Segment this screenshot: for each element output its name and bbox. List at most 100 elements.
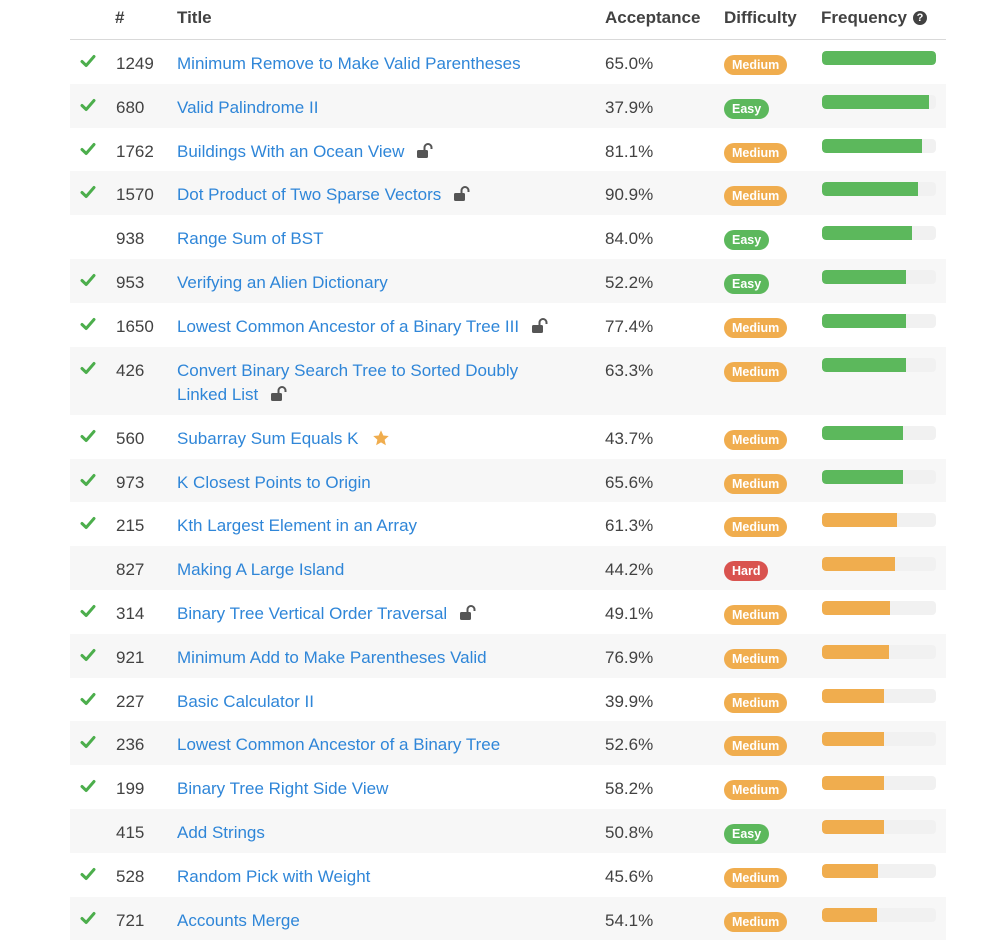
frequency-bar <box>822 557 936 572</box>
problem-title-link[interactable]: Buildings With an Ocean View <box>177 141 405 161</box>
frequency-bar <box>822 94 936 109</box>
difficulty-badge: Medium <box>724 186 788 207</box>
problem-title-link[interactable]: Lowest Common Ancestor of a Binary Tree <box>177 735 501 755</box>
problem-title-cell: Random Pick with Weight <box>177 865 557 889</box>
problem-title-link[interactable]: Basic Calculator II <box>177 691 314 711</box>
frequency-bar-fill <box>822 513 898 528</box>
frequency-bar-fill <box>822 557 895 572</box>
acceptance-rate: 52.2% <box>605 272 654 292</box>
frequency-bar-fill <box>822 313 907 328</box>
frequency-bar <box>822 469 936 484</box>
frequency-bar-fill <box>822 226 913 241</box>
problem-title-link[interactable]: Making A Large Island <box>177 560 345 580</box>
difficulty-badge: Medium <box>724 55 788 75</box>
header-title[interactable]: Title <box>177 8 212 27</box>
table-row[interactable]: 721 Accounts Merge 54.1% Medium <box>70 896 946 940</box>
table-row[interactable]: 415 Add Strings 50.8% Easy <box>70 809 946 853</box>
table-row[interactable]: 921 Minimum Add to Make Parentheses Valid… <box>70 633 946 678</box>
problem-title-link[interactable]: Range Sum of BST <box>177 229 324 249</box>
acceptance-rate: 61.3% <box>605 516 654 536</box>
table-row[interactable]: 973 K Closest Points to Origin 65.6% Medium <box>70 458 946 503</box>
problem-number: 1762 <box>116 141 154 161</box>
problem-title-link[interactable]: Binary Tree Vertical Order Traversal <box>177 604 448 624</box>
table-row[interactable]: 680 Valid Palindrome II 37.9% Easy <box>70 83 946 128</box>
frequency-bar <box>822 601 936 616</box>
acceptance-rate: 81.1% <box>605 141 654 161</box>
solved-check-icon <box>79 359 97 377</box>
problem-title-link[interactable]: Valid Palindrome II <box>177 97 319 117</box>
frequency-bar <box>822 313 936 328</box>
table-row[interactable]: 827 Making A Large Island 44.2% Hard <box>70 546 946 591</box>
problem-number: 1570 <box>116 185 154 205</box>
problem-title-link[interactable]: Accounts Merge <box>177 910 300 930</box>
problem-title-link[interactable]: K Closest Points to Origin <box>177 472 371 492</box>
acceptance-rate: 54.1% <box>605 910 654 930</box>
header-frequency[interactable]: Frequency? <box>821 8 927 28</box>
acceptance-rate: 37.9% <box>605 97 654 117</box>
difficulty-badge: Medium <box>724 911 788 932</box>
problem-number: 215 <box>116 516 145 536</box>
problem-number: 973 <box>116 472 145 492</box>
difficulty-badge: Medium <box>724 692 788 713</box>
difficulty-badge: Easy <box>724 98 770 119</box>
frequency-bar <box>822 644 936 659</box>
solved-check-icon <box>79 471 97 489</box>
acceptance-rate: 50.8% <box>605 823 654 843</box>
table-row[interactable]: 426 Convert Binary Search Tree to Sorted … <box>70 346 946 415</box>
frequency-bar-fill <box>822 469 903 484</box>
table-row[interactable]: 1570 Dot Product of Two Sparse Vectors 90.… <box>70 171 946 216</box>
table-row[interactable]: 215 Kth Largest Element in an Array 61.3% M… <box>70 502 946 546</box>
problem-number: 938 <box>116 229 145 249</box>
solved-check-icon <box>79 865 97 883</box>
problem-number: 415 <box>116 823 145 843</box>
table-row[interactable]: 953 Verifying an Alien Dictionary 52.2% Eas… <box>70 258 946 303</box>
header-acceptance[interactable]: Acceptance <box>605 8 701 27</box>
solved-check-icon <box>79 602 97 620</box>
frequency-bar-fill <box>822 182 918 197</box>
header-number[interactable]: # <box>115 8 125 27</box>
frequency-bar <box>822 863 936 878</box>
difficulty-badge: Hard <box>724 561 769 582</box>
acceptance-rate: 58.2% <box>605 779 654 799</box>
table-row[interactable]: 1249 Minimum Remove to Make Valid Parenth… <box>70 40 946 84</box>
frequency-bar-fill <box>822 51 936 65</box>
problem-title-link[interactable]: Lowest Common Ancestor of a Binary Tree … <box>177 316 520 336</box>
problem-title-link[interactable]: Dot Product of Two Sparse Vectors <box>177 185 442 205</box>
problem-title-link[interactable]: Minimum Remove to Make Valid Parentheses <box>177 54 521 73</box>
table-row[interactable]: 560 Subarray Sum Equals K 43.7% Medium <box>70 415 946 459</box>
table-row[interactable]: 938 Range Sum of BST 84.0% Easy <box>70 215 946 259</box>
problem-title-cell: Dot Product of Two Sparse Vectors <box>177 183 557 207</box>
header-difficulty[interactable]: Difficulty <box>724 8 797 27</box>
table-row[interactable]: 199 Binary Tree Right Side View 58.2% Mediu… <box>70 765 946 809</box>
lock-icon <box>453 185 471 202</box>
table-row[interactable]: 227 Basic Calculator II 39.9% Medium <box>70 678 946 722</box>
difficulty-badge: Medium <box>724 736 788 757</box>
difficulty-badge: Medium <box>724 429 788 450</box>
frequency-bar <box>822 688 936 703</box>
solved-check-icon <box>79 909 97 927</box>
difficulty-badge: Easy <box>724 273 770 294</box>
table-row[interactable]: 1762 Buildings With an Ocean View 81.1% Med… <box>70 128 946 172</box>
acceptance-rate: 65.0% <box>605 54 654 73</box>
problem-title-link[interactable]: Verifying an Alien Dictionary <box>177 272 388 292</box>
problem-number: 921 <box>116 647 145 667</box>
difficulty-badge: Medium <box>724 648 788 669</box>
solved-check-icon <box>79 96 97 114</box>
help-icon[interactable]: ? <box>912 11 927 25</box>
problem-title-link[interactable]: Minimum Add to Make Parentheses Valid <box>177 647 487 667</box>
solved-check-icon <box>79 777 97 795</box>
problem-number: 426 <box>116 360 145 380</box>
problem-title-link[interactable]: Add Strings <box>177 823 265 843</box>
problem-title-link[interactable]: Convert Binary Search Tree to Sorted Dou… <box>177 360 519 404</box>
table-row[interactable]: 236 Lowest Common Ancestor of a Binary Tr… <box>70 721 946 766</box>
solved-check-icon <box>79 183 97 201</box>
frequency-bar <box>822 732 936 747</box>
problem-title-link[interactable]: Subarray Sum Equals K <box>177 428 359 448</box>
table-row[interactable]: 1650 Lowest Common Ancestor of a Binary T… <box>70 303 946 347</box>
problem-title-link[interactable]: Random Pick with Weight <box>177 866 371 886</box>
lock-icon <box>459 604 477 621</box>
problem-title-link[interactable]: Kth Largest Element in an Array <box>177 516 418 536</box>
problem-title-link[interactable]: Binary Tree Right Side View <box>177 779 389 799</box>
table-row[interactable]: 314 Binary Tree Vertical Order Traversal 4… <box>70 590 946 634</box>
table-row[interactable]: 528 Random Pick with Weight 45.6% Medium <box>70 853 946 897</box>
